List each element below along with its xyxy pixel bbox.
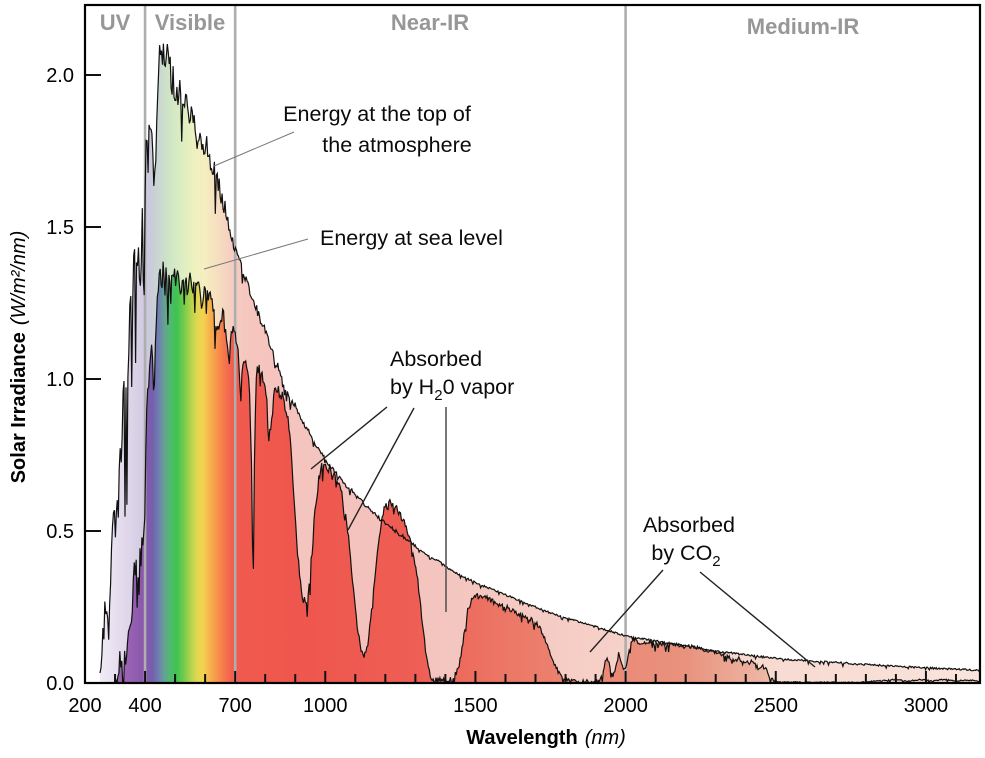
sea-annotation: Energy at sea level	[320, 226, 503, 250]
co2-text-pre: by CO	[651, 541, 712, 565]
x-tick-label-400: 400	[128, 695, 161, 717]
plot-frame	[83, 3, 982, 685]
x-tick-label-2500: 2500	[754, 695, 799, 717]
band-divider-lines	[143, 5, 627, 683]
x-axis-title: Wavelength (nm)	[466, 727, 626, 749]
axis-ticks	[85, 74, 957, 683]
x-tick-label-1000: 1000	[303, 695, 348, 717]
co2-leader-line-2	[699, 571, 816, 668]
y-tick-label-2.0: 2.0	[46, 65, 74, 87]
h2o-leader-line-1	[310, 406, 388, 470]
co2-annotation-line1: Absorbed	[643, 513, 735, 537]
co2-text-subscript: 2	[712, 553, 720, 570]
spectrum-fills	[100, 43, 980, 683]
h2o-text-post: 0 vapor	[443, 375, 515, 399]
annotation-co2-absorption: Absorbed by CO2	[589, 513, 816, 668]
x-tick-label-200: 200	[68, 695, 101, 717]
y-tick-label-1.5: 1.5	[46, 217, 74, 239]
co2-annotation-line2: by CO2	[651, 541, 720, 570]
annotation-sea-level: Energy at sea level	[203, 226, 503, 270]
toa-annotation-line2: the atmosphere	[322, 133, 471, 157]
x-tick-label-3000: 3000	[904, 695, 949, 717]
y-tick-label-1.0: 1.0	[46, 369, 74, 391]
region-label-visible: Visible	[155, 10, 226, 35]
annotation-top-of-atmosphere: Energy at the top of the atmosphere	[213, 102, 472, 167]
x-tick-label-2000: 2000	[603, 695, 648, 717]
h2o-leader-line-2	[347, 407, 415, 531]
region-label-near-ir: Near-IR	[391, 10, 469, 35]
sea-level-fill	[115, 261, 980, 683]
y-tick-label-0.0: 0.0	[46, 673, 74, 695]
annotation-h2o-absorption: Absorbed by H20 vapor	[310, 347, 514, 612]
sea-leader-line	[203, 238, 309, 270]
tick-labels: 200 400 700 1000 1500 2000 2500 3000 0.0 0.5 1.0 1.…	[46, 65, 948, 717]
co2-leader-line-1	[589, 569, 664, 653]
h2o-text-subscript: 2	[434, 387, 442, 404]
region-label-uv: UV	[100, 10, 131, 35]
y-axis-title-units: (W/m²/nm)	[8, 231, 30, 325]
region-label-medium-ir: Medium-IR	[747, 14, 860, 39]
y-axis-title-bold: Solar Irradiance	[8, 332, 30, 483]
h2o-annotation-line1: Absorbed	[390, 347, 482, 371]
x-axis-title-units: (nm)	[585, 727, 626, 749]
x-tick-label-1500: 1500	[453, 695, 498, 717]
x-axis-title-bold: Wavelength	[466, 727, 578, 749]
h2o-annotation-line2: by H20 vapor	[390, 375, 514, 404]
toa-leader-line	[213, 131, 295, 167]
y-axis-title: Solar Irradiance (W/m²/nm)	[8, 231, 30, 484]
x-tick-label-700: 700	[218, 695, 251, 717]
top-of-atmosphere-curve	[99, 43, 980, 674]
h2o-text-pre: by H	[390, 375, 434, 399]
y-tick-label-0.5: 0.5	[46, 521, 74, 543]
toa-annotation-line1: Energy at the top of	[283, 102, 471, 126]
